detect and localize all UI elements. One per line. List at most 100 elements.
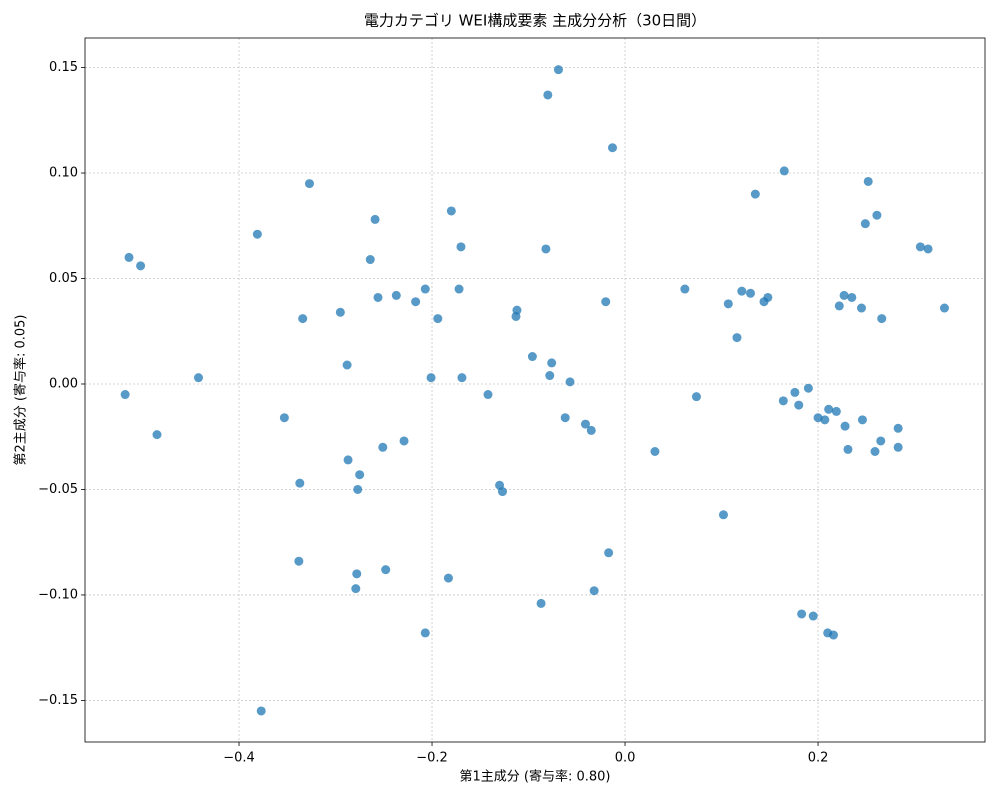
scatter-point [586, 425, 596, 435]
scatter-point [136, 261, 146, 271]
scatter-point [915, 242, 925, 252]
scatter-point [527, 352, 537, 362]
scatter-point [536, 598, 546, 608]
scatter-point [279, 413, 289, 423]
scatter-point [547, 358, 557, 368]
scatter-point [790, 387, 800, 397]
y-tick-label: 0.05 [49, 271, 78, 286]
scatter-point [381, 565, 391, 575]
scatter-point [872, 210, 882, 220]
scatter-point [607, 143, 617, 153]
scatter-point [828, 630, 838, 640]
scatter-point [923, 244, 933, 254]
scatter-point [152, 430, 162, 440]
scatter-point [820, 415, 830, 425]
scatter-point [294, 556, 304, 566]
y-tick-label: −0.10 [38, 587, 78, 602]
y-tick-label: −0.15 [38, 693, 78, 708]
scatter-point [877, 314, 887, 324]
scatter-point [893, 442, 903, 452]
scatter-point [298, 314, 308, 324]
scatter-point [691, 392, 701, 402]
scatter-point [433, 314, 443, 324]
scatter-point [650, 446, 660, 456]
scatter-point [373, 292, 383, 302]
scatter-point [589, 586, 599, 596]
scatter-point [939, 303, 949, 313]
x-tick-label: 0.2 [808, 751, 829, 766]
scatter-point [352, 569, 362, 579]
scatter-point [411, 297, 421, 307]
scatter-point [456, 242, 466, 252]
scatter-point [391, 290, 401, 300]
scatter-point [365, 255, 375, 265]
scatter-point [778, 396, 788, 406]
x-tick-label: −0.2 [416, 751, 448, 766]
scatter-point [304, 179, 314, 189]
scatter-point [759, 297, 769, 307]
scatter-point [342, 360, 352, 370]
scatter-point [870, 446, 880, 456]
scatter-point [426, 373, 436, 383]
scatter-point [840, 421, 850, 431]
scatter-point [680, 284, 690, 294]
scatter-point [843, 444, 853, 454]
scatter-point [580, 419, 590, 429]
scatter-point [863, 176, 873, 186]
scatter-point [732, 333, 742, 343]
scatter-point [353, 484, 363, 494]
scatter-point [355, 470, 365, 480]
y-tick-label: 0.00 [49, 376, 78, 391]
scatter-point [252, 229, 262, 239]
scatter-point [779, 166, 789, 176]
scatter-point [857, 415, 867, 425]
scatter-point [750, 189, 760, 199]
scatter-point [737, 286, 747, 296]
scatter-point [497, 487, 507, 497]
scatter-point [399, 436, 409, 446]
scatter-point [604, 548, 614, 558]
y-tick-label: 0.10 [49, 166, 78, 181]
scatter-point [876, 436, 886, 446]
scatter-point [893, 423, 903, 433]
scatter-point [543, 90, 553, 100]
scatter-point [120, 390, 130, 400]
scatter-point [723, 299, 733, 309]
scatter-point [420, 628, 430, 638]
scatter-point [601, 297, 611, 307]
scatter-point [193, 373, 203, 383]
scatter-point [343, 455, 353, 465]
scatter-point [256, 706, 266, 716]
scatter-point [745, 288, 755, 298]
scatter-point [565, 377, 575, 387]
scatter-point [378, 442, 388, 452]
scatter-point [351, 584, 361, 594]
scatter-point [457, 373, 467, 383]
scatter-point [511, 311, 521, 321]
y-tick-label: 0.15 [49, 60, 78, 75]
scatter-point [443, 573, 453, 583]
scatter-point [718, 510, 728, 520]
scatter-point [860, 219, 870, 229]
scatter-point [794, 400, 804, 410]
scatter-point [824, 404, 834, 414]
scatter-point [446, 206, 456, 216]
scatter-point [560, 413, 570, 423]
scatter-point [370, 214, 380, 224]
scatter-point [813, 413, 823, 423]
x-tick-label: 0.0 [615, 751, 636, 766]
scatter-point [847, 292, 857, 302]
scatter-point [856, 303, 866, 313]
scatter-point [797, 609, 807, 619]
scatter-point [124, 252, 134, 262]
scatter-point [454, 284, 464, 294]
plot-frame [84, 37, 986, 743]
scatter-point [295, 478, 305, 488]
scatter-point [808, 611, 818, 621]
y-tick-label: −0.05 [38, 482, 78, 497]
scatter-point [545, 371, 555, 381]
scatter-point [420, 284, 430, 294]
x-axis-label: 第1主成分 (寄与率: 0.80) [459, 769, 610, 785]
scatter-point [834, 301, 844, 311]
